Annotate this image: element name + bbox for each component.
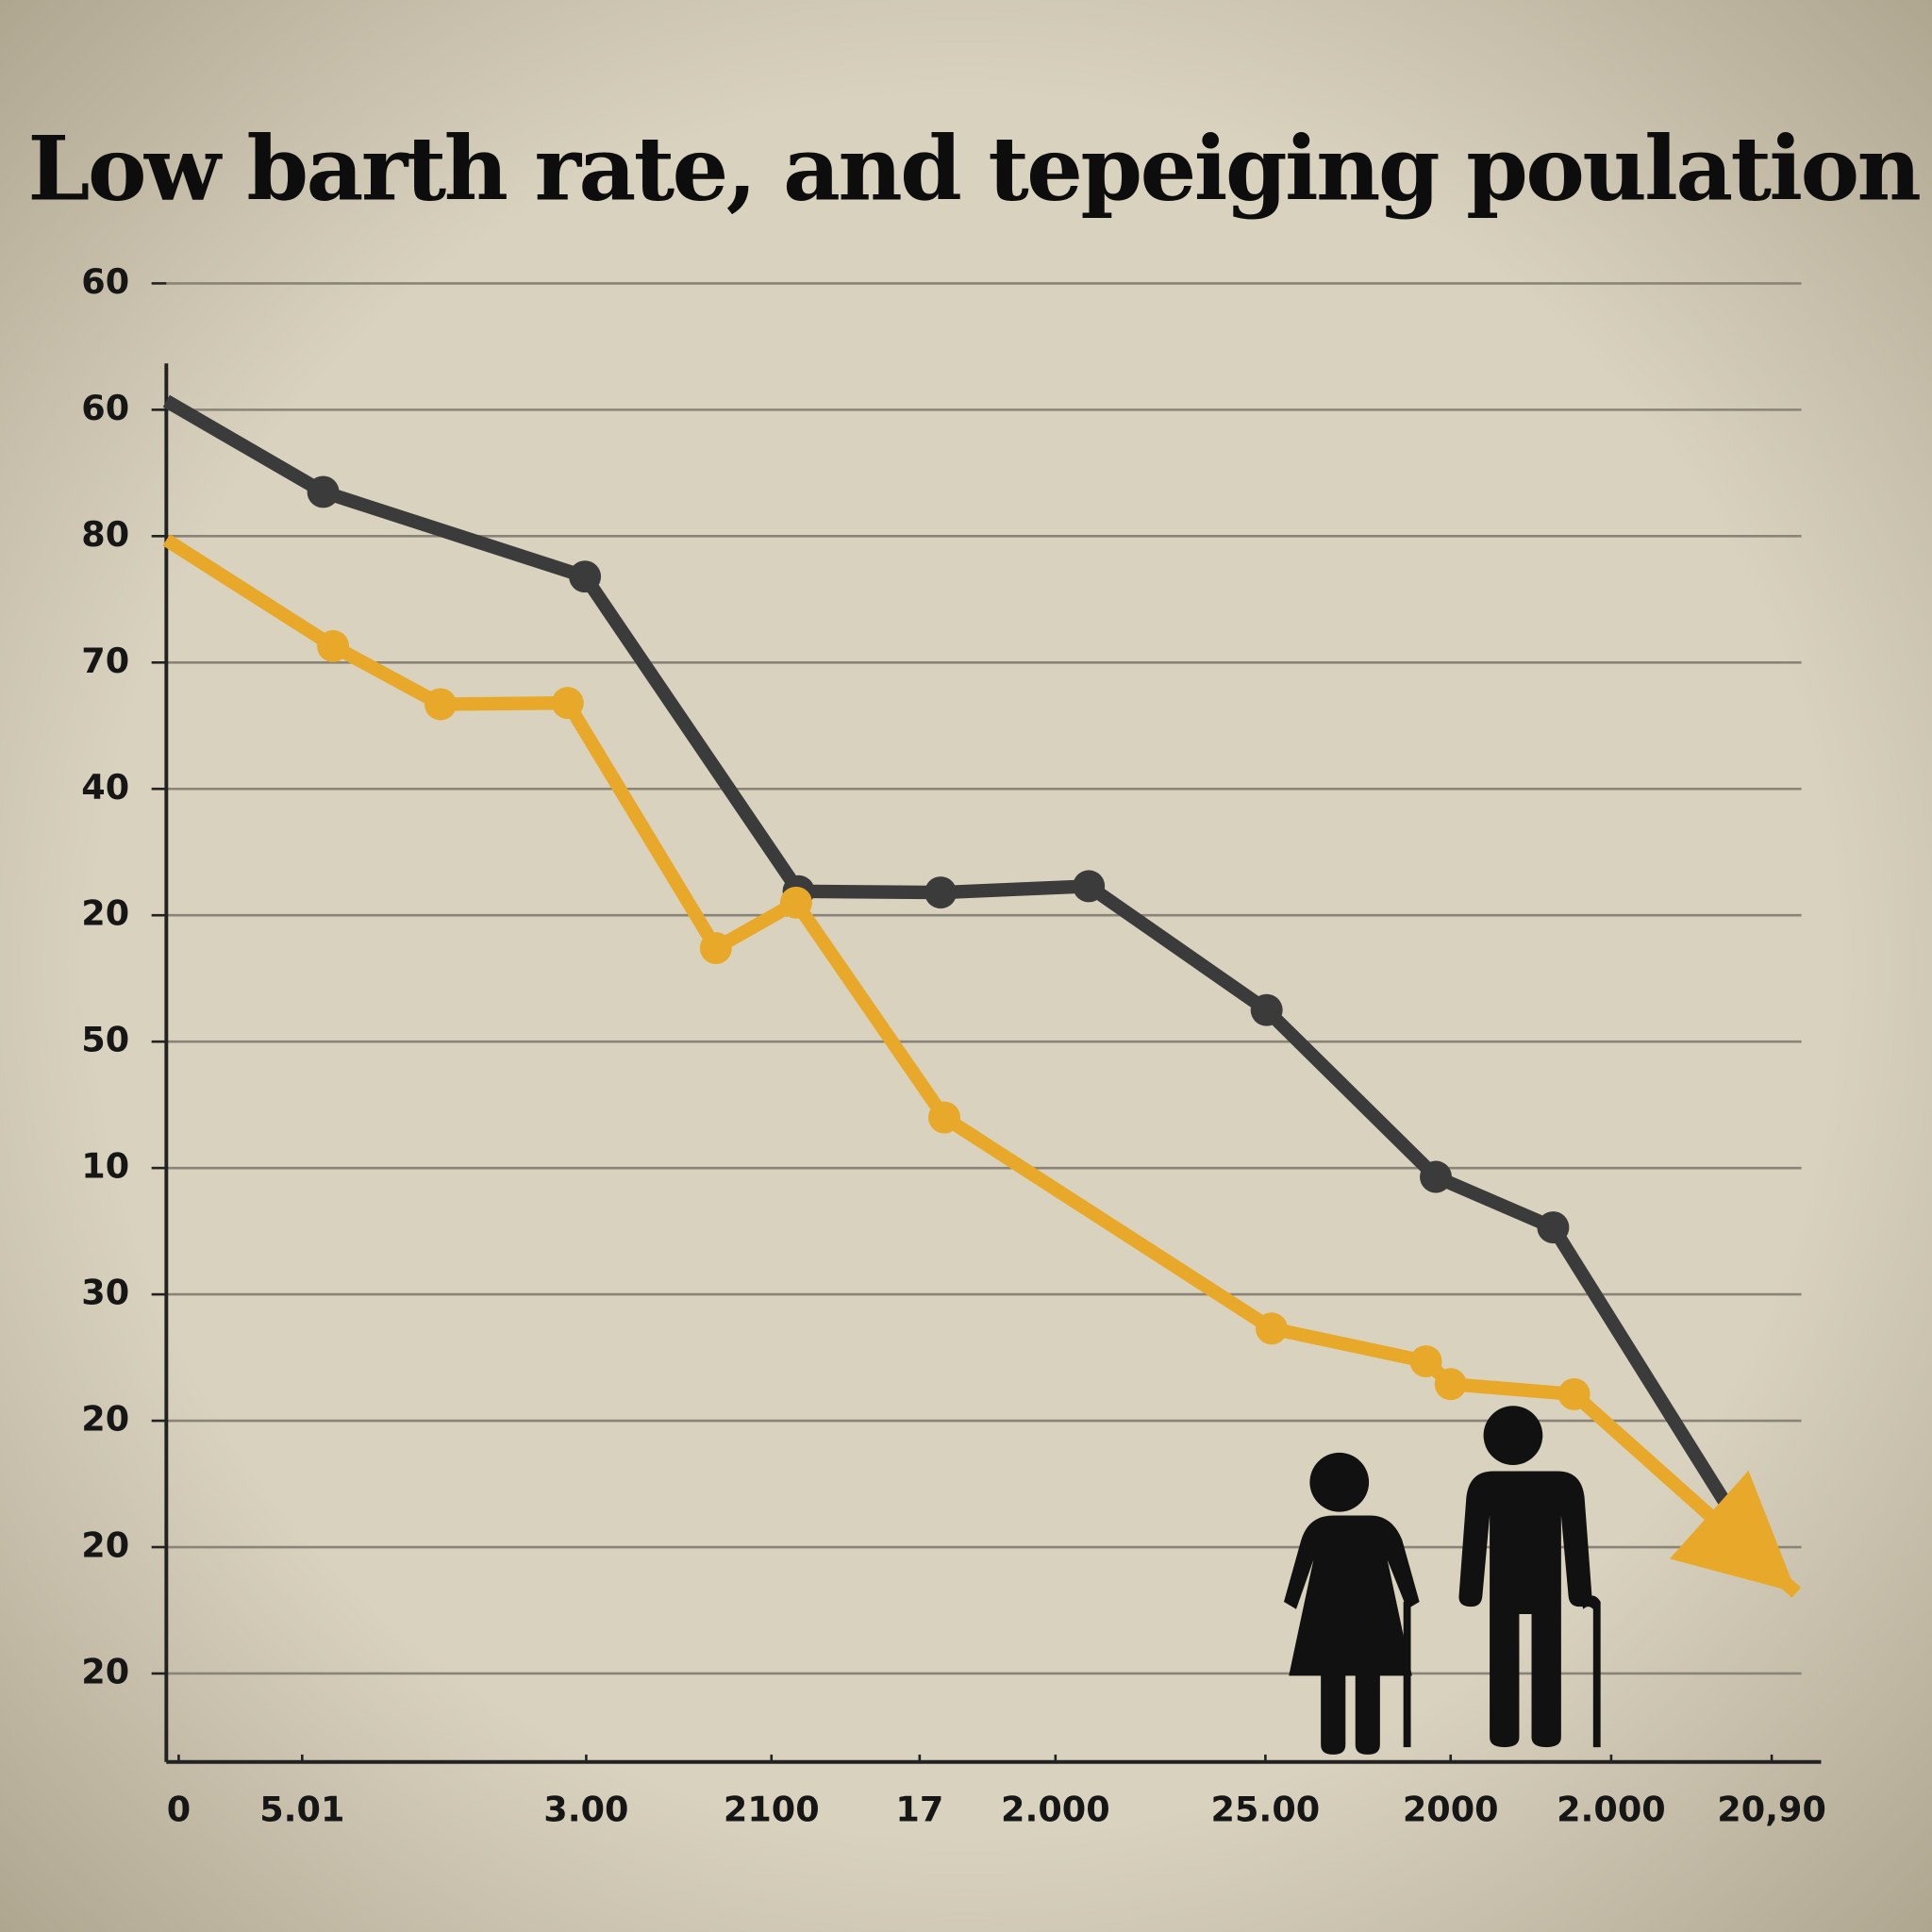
data-point — [569, 560, 602, 593]
x-tick-label: 17 — [895, 1790, 943, 1830]
data-point — [551, 687, 584, 720]
x-tick-label: 25.00 — [1211, 1790, 1321, 1830]
man-body — [1458, 1471, 1592, 1748]
y-tick-label: 30 — [81, 1273, 129, 1313]
x-tick-label: 2.000 — [1001, 1790, 1110, 1830]
x-tick-label: 2000 — [1403, 1790, 1499, 1830]
x-tick-label: 3.00 — [543, 1790, 628, 1830]
woman-cane — [1403, 1601, 1411, 1748]
y-tick-label: 70 — [81, 641, 129, 681]
data-point — [1073, 870, 1106, 903]
x-tick-label: 2100 — [724, 1790, 820, 1830]
y-tick-label: 20 — [81, 893, 129, 934]
y-tick-label: 60 — [81, 388, 129, 428]
data-point — [1434, 1368, 1467, 1401]
data-point — [1255, 1312, 1288, 1345]
series-line — [162, 394, 1735, 1512]
man-cane — [1580, 1595, 1601, 1748]
woman-head — [1309, 1452, 1370, 1512]
data-point — [928, 1101, 961, 1134]
y-tick-label: 20 — [81, 1525, 129, 1566]
y-tick-label: 60 — [81, 261, 129, 302]
data-point — [424, 688, 457, 721]
data-point — [699, 932, 732, 965]
elderly-figures — [1283, 1406, 1601, 1755]
data-point — [779, 886, 812, 919]
y-tick-label: 20 — [81, 1651, 129, 1691]
data-point — [317, 629, 350, 662]
y-tick-label: 50 — [81, 1020, 129, 1060]
data-point — [1537, 1211, 1570, 1244]
x-tick-label: 0 — [167, 1790, 191, 1830]
data-point — [1420, 1160, 1453, 1193]
x-tick-label: 20,90 — [1717, 1790, 1826, 1830]
data-point — [1409, 1345, 1442, 1378]
data-point — [924, 876, 958, 909]
series-line — [162, 534, 1802, 1598]
plot-area: 60 60 80 70 40 20 50 10 30 20 20 20 0 5.01 3.00 2100 17 2… — [81, 261, 1826, 1830]
data-point — [1557, 1377, 1591, 1410]
trend-arrowhead — [1669, 1470, 1797, 1593]
x-tick-label: 5.01 — [259, 1790, 344, 1830]
data-point — [1250, 993, 1283, 1026]
y-tick-label: 80 — [81, 514, 129, 555]
y-tick-label: 10 — [81, 1146, 129, 1187]
chart-title: Low barth rate, and tepeiging poulation — [27, 118, 1920, 222]
woman-body — [1283, 1515, 1420, 1755]
y-tick-label: 20 — [81, 1399, 129, 1440]
man-head — [1483, 1406, 1543, 1465]
x-tick-label: 2.000 — [1557, 1790, 1666, 1830]
data-point — [307, 475, 340, 508]
y-tick-label: 40 — [81, 767, 129, 808]
